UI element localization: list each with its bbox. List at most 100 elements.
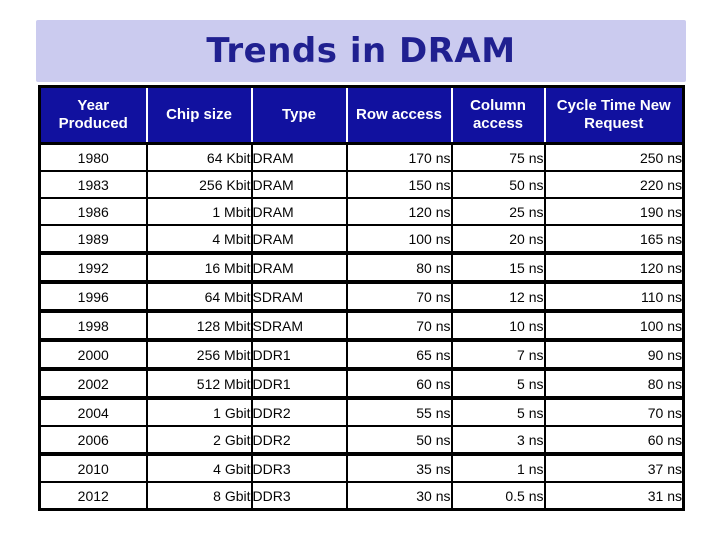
cell-row-access: 55 ns <box>345 396 453 427</box>
table-row: 1980 64 Kbit DRAM 170 ns 75 ns 250 ns <box>38 142 685 172</box>
cell-type: DRAM <box>250 251 348 283</box>
table-row: 1996 64 Mbit SDRAM 70 ns 12 ns 110 ns <box>38 280 685 312</box>
column-header-year-produced: Year Produced <box>39 86 148 145</box>
cell-column-access: 50 ns <box>450 170 546 199</box>
table-row: 1986 1 Mbit DRAM 120 ns 25 ns 190 ns <box>38 197 685 226</box>
cell-cycle-time: 31 ns <box>543 481 685 511</box>
cell-year-produced: 1986 <box>38 197 148 226</box>
cell-year-produced: 2006 <box>38 425 148 455</box>
cell-chip-size: 128 Mbit <box>145 309 253 341</box>
cell-year-produced: 1998 <box>38 309 148 341</box>
table-row: 1989 4 Mbit DRAM 100 ns 20 ns 165 ns <box>38 224 685 254</box>
table-row: 2006 2 Gbit DDR2 50 ns 3 ns 60 ns <box>38 425 685 455</box>
cell-row-access: 50 ns <box>345 425 453 455</box>
cell-type: DRAM <box>250 224 348 254</box>
cell-type: DDR3 <box>250 452 348 483</box>
table-row: 2004 1 Gbit DDR2 55 ns 5 ns 70 ns <box>38 396 685 427</box>
cell-chip-size: 256 Kbit <box>145 170 253 199</box>
cell-type: DDR3 <box>250 481 348 511</box>
table-row: 2010 4 Gbit DDR3 35 ns 1 ns 37 ns <box>38 452 685 483</box>
cell-cycle-time: 90 ns <box>543 338 685 370</box>
table-header: Year Produced Chip size Type Row access … <box>39 86 684 145</box>
cell-cycle-time: 110 ns <box>543 280 685 312</box>
cell-year-produced: 1996 <box>38 280 148 312</box>
cell-chip-size: 64 Mbit <box>145 280 253 312</box>
column-header-type: Type <box>251 86 348 145</box>
cell-row-access: 35 ns <box>345 452 453 483</box>
cell-row-access: 150 ns <box>345 170 453 199</box>
title-band: Trends in DRAM <box>36 20 686 82</box>
cell-column-access: 3 ns <box>450 425 546 455</box>
cell-type: SDRAM <box>250 309 348 341</box>
cell-year-produced: 2012 <box>38 481 148 511</box>
cell-year-produced: 1992 <box>38 251 148 283</box>
cell-year-produced: 1983 <box>38 170 148 199</box>
column-header-column-access: Column access <box>451 86 546 145</box>
cell-column-access: 5 ns <box>450 396 546 427</box>
cell-chip-size: 512 Mbit <box>145 367 253 399</box>
cell-year-produced: 2004 <box>38 396 148 427</box>
cell-row-access: 30 ns <box>345 481 453 511</box>
cell-column-access: 0.5 ns <box>450 481 546 511</box>
cell-row-access: 70 ns <box>345 280 453 312</box>
table-row: 1983 256 Kbit DRAM 150 ns 50 ns 220 ns <box>38 170 685 199</box>
cell-chip-size: 256 Mbit <box>145 338 253 370</box>
column-header-chip-size: Chip size <box>146 86 253 145</box>
dram-trends-table: Year Produced Chip size Type Row access … <box>38 85 685 511</box>
cell-type: DDR2 <box>250 425 348 455</box>
cell-row-access: 120 ns <box>345 197 453 226</box>
cell-type: SDRAM <box>250 280 348 312</box>
cell-cycle-time: 250 ns <box>543 142 685 172</box>
header-row: Year Produced Chip size Type Row access … <box>39 86 684 145</box>
cell-cycle-time: 220 ns <box>543 170 685 199</box>
cell-column-access: 12 ns <box>450 280 546 312</box>
cell-column-access: 75 ns <box>450 142 546 172</box>
table-row: 1992 16 Mbit DRAM 80 ns 15 ns 120 ns <box>38 251 685 283</box>
table-row: 2002 512 Mbit DDR1 60 ns 5 ns 80 ns <box>38 367 685 399</box>
cell-cycle-time: 120 ns <box>543 251 685 283</box>
cell-cycle-time: 37 ns <box>543 452 685 483</box>
cell-row-access: 170 ns <box>345 142 453 172</box>
cell-column-access: 7 ns <box>450 338 546 370</box>
cell-type: DRAM <box>250 142 348 172</box>
cell-year-produced: 2010 <box>38 452 148 483</box>
table-row: 2012 8 Gbit DDR3 30 ns 0.5 ns 31 ns <box>38 481 685 511</box>
cell-year-produced: 1989 <box>38 224 148 254</box>
cell-type: DRAM <box>250 170 348 199</box>
cell-chip-size: 1 Gbit <box>145 396 253 427</box>
table-row: 2000 256 Mbit DDR1 65 ns 7 ns 90 ns <box>38 338 685 370</box>
cell-year-produced: 1980 <box>38 142 148 172</box>
table-row: 1998 128 Mbit SDRAM 70 ns 10 ns 100 ns <box>38 309 685 341</box>
cell-cycle-time: 60 ns <box>543 425 685 455</box>
cell-row-access: 100 ns <box>345 224 453 254</box>
cell-chip-size: 2 Gbit <box>145 425 253 455</box>
cell-type: DDR1 <box>250 367 348 399</box>
cell-chip-size: 4 Gbit <box>145 452 253 483</box>
cell-cycle-time: 70 ns <box>543 396 685 427</box>
cell-cycle-time: 80 ns <box>543 367 685 399</box>
cell-column-access: 20 ns <box>450 224 546 254</box>
table-body: 1980 64 Kbit DRAM 170 ns 75 ns 250 ns 19… <box>38 142 685 511</box>
cell-row-access: 65 ns <box>345 338 453 370</box>
cell-row-access: 60 ns <box>345 367 453 399</box>
cell-column-access: 5 ns <box>450 367 546 399</box>
cell-type: DRAM <box>250 197 348 226</box>
cell-row-access: 70 ns <box>345 309 453 341</box>
page-title: Trends in DRAM <box>206 31 516 71</box>
cell-column-access: 10 ns <box>450 309 546 341</box>
cell-cycle-time: 100 ns <box>543 309 685 341</box>
cell-column-access: 25 ns <box>450 197 546 226</box>
cell-year-produced: 2000 <box>38 338 148 370</box>
column-header-cycle-time: Cycle Time New Request <box>544 86 684 145</box>
cell-chip-size: 8 Gbit <box>145 481 253 511</box>
cell-cycle-time: 190 ns <box>543 197 685 226</box>
cell-row-access: 80 ns <box>345 251 453 283</box>
cell-chip-size: 4 Mbit <box>145 224 253 254</box>
cell-cycle-time: 165 ns <box>543 224 685 254</box>
cell-chip-size: 1 Mbit <box>145 197 253 226</box>
column-header-row-access: Row access <box>346 86 453 145</box>
cell-chip-size: 64 Kbit <box>145 142 253 172</box>
cell-type: DDR2 <box>250 396 348 427</box>
cell-year-produced: 2002 <box>38 367 148 399</box>
cell-type: DDR1 <box>250 338 348 370</box>
